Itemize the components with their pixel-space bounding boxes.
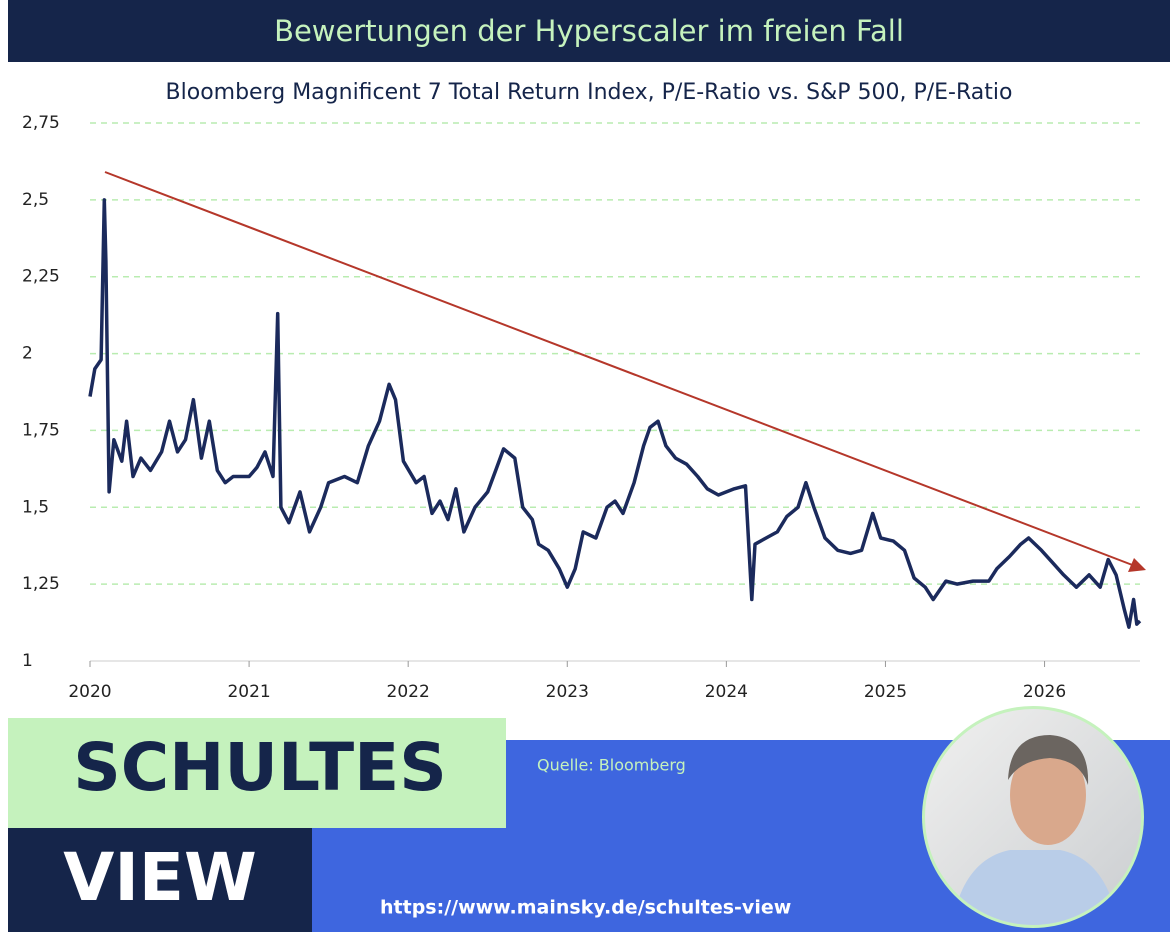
portrait — [925, 709, 1141, 925]
arrow-head — [1128, 558, 1146, 572]
source: Quelle: Bloomberg — [537, 756, 686, 775]
data-line — [88, 198, 1142, 629]
x-tick-label: 2022 — [387, 682, 430, 702]
y-tick-label: 2,5 — [22, 190, 49, 210]
y-tick-label: 1 — [22, 651, 33, 671]
url: https://www.mainsky.de/schultes-view — [380, 897, 791, 919]
y-tick-label: 2,25 — [22, 267, 60, 287]
chart-title: Bewertungen der Hyperscaler im freien Fa… — [274, 14, 904, 48]
brand-top: SCHULTES — [73, 729, 447, 806]
x-tick-label: 2024 — [705, 682, 748, 702]
y-tick-label: 2,75 — [22, 113, 60, 133]
chart-subtitle: Bloomberg Magnificent 7 Total Return Ind… — [166, 80, 1013, 105]
x-tick-label: 2025 — [864, 682, 907, 702]
y-tick-label: 1,5 — [22, 497, 49, 517]
x-tick-label: 2023 — [546, 682, 589, 702]
brand-box-top — [8, 718, 506, 828]
x-tick-label: 2021 — [227, 682, 270, 702]
y-tick-label: 1,25 — [22, 574, 60, 594]
y-tick-label: 2 — [22, 344, 33, 364]
plot-area: 1 1,25 1,5 1,75 2 2,25 2,5 2,75 2020 2021 2022 2023… — [22, 113, 1142, 702]
y-tick-label: 1,75 — [22, 420, 60, 440]
x-tick-label: 2026 — [1023, 682, 1066, 702]
x-tick-label: 2020 — [68, 682, 111, 702]
brand-box-bottom — [8, 828, 312, 932]
title-bar — [8, 0, 1170, 62]
brand-bottom: VIEW — [63, 839, 257, 916]
trend-arrow — [104, 171, 1136, 567]
